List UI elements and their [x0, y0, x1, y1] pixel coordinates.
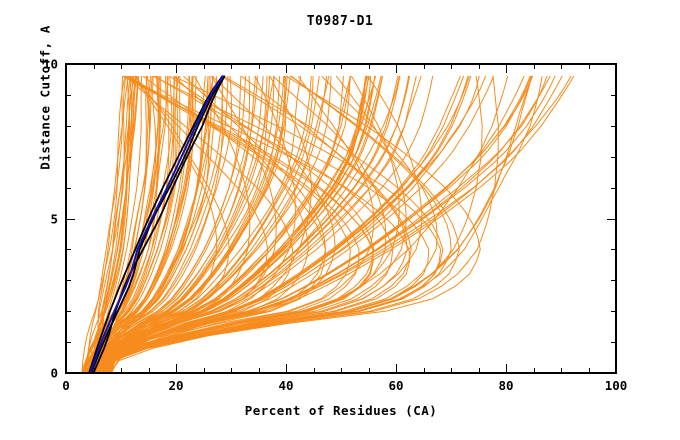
model-curve	[110, 75, 247, 374]
model-curve	[111, 75, 383, 374]
model-curve	[101, 75, 131, 374]
model-curve	[89, 75, 387, 374]
model-curve	[86, 75, 481, 374]
model-curve	[83, 75, 285, 374]
model-curve	[107, 75, 430, 374]
reference-curve	[89, 75, 224, 374]
model-curve	[110, 75, 336, 374]
highlight-curve	[92, 75, 226, 374]
model-curve	[109, 75, 543, 374]
model-curve	[109, 75, 214, 374]
model-curve	[81, 75, 126, 374]
model-curve	[98, 75, 302, 374]
model-curve	[97, 75, 375, 374]
x-tick-label: 0	[62, 378, 70, 393]
model-curve	[101, 75, 442, 374]
model-curve	[88, 75, 269, 374]
highlight-curve	[88, 75, 224, 374]
model-curve	[96, 75, 180, 374]
x-tick-label: 20	[168, 378, 184, 393]
model-curve	[87, 75, 330, 374]
model-curve	[108, 75, 327, 374]
x-tick-label: 100	[604, 378, 628, 393]
model-curve	[104, 75, 181, 374]
model-curve	[94, 75, 411, 374]
model-curve	[98, 75, 372, 374]
model-curve	[88, 75, 438, 374]
model-curve	[87, 75, 193, 374]
model-curve	[90, 75, 139, 374]
y-tick-label: 10	[42, 56, 58, 72]
model-curve	[101, 75, 275, 374]
model-curve	[82, 75, 214, 374]
model-curve	[103, 75, 525, 374]
model-curve	[108, 75, 470, 374]
model-curve	[85, 75, 131, 374]
curve-group	[80, 75, 575, 374]
axis-group	[65, 63, 618, 375]
model-curve	[101, 75, 351, 374]
y-tick-label: 5	[50, 211, 58, 226]
model-curve	[102, 75, 417, 374]
model-curve	[102, 75, 137, 374]
chart-title: T0987-D1	[306, 14, 374, 29]
model-curve	[110, 75, 328, 374]
x-tick-label: 80	[498, 378, 514, 393]
model-curve	[95, 75, 407, 374]
model-curve	[90, 75, 271, 374]
x-tick-label: 40	[278, 378, 294, 393]
x-axis-label: Percent of Residues (CA)	[244, 403, 438, 418]
model-curve	[89, 75, 251, 374]
model-curve	[91, 75, 575, 374]
model-curve	[88, 75, 229, 374]
model-curve	[111, 75, 367, 374]
model-curve	[95, 75, 233, 374]
model-curve	[100, 75, 460, 374]
model-curve	[81, 75, 314, 374]
y-tick-label: 0	[50, 365, 58, 381]
model-curve	[108, 75, 168, 374]
model-curve	[97, 75, 129, 374]
model-curve	[103, 75, 312, 374]
x-tick-label: 60	[388, 378, 404, 393]
